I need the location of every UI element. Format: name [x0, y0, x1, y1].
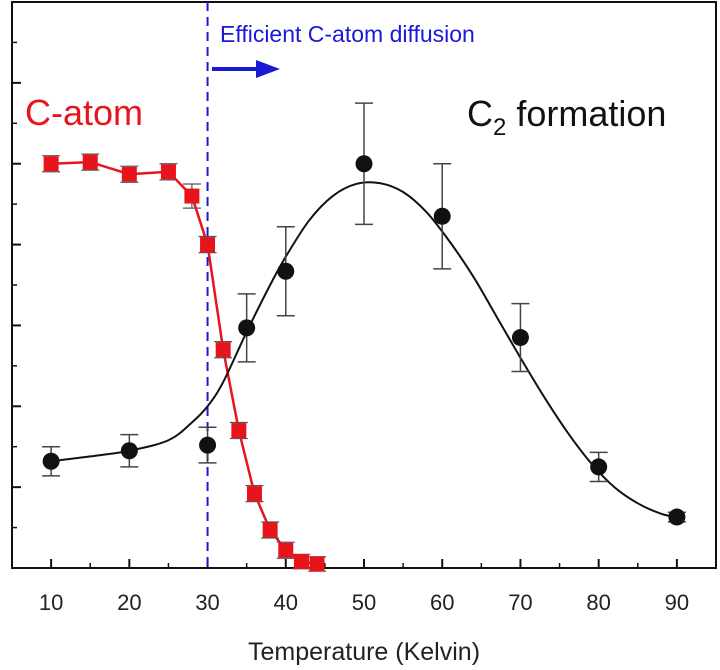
c-atom-data-point: [262, 522, 278, 538]
efficient-diffusion-arrow: [212, 60, 280, 78]
efficient-diffusion-label: Efficient C-atom diffusion: [220, 21, 475, 47]
c2-data-point: [433, 207, 451, 225]
c2-data-point: [277, 262, 295, 280]
c-atom-data-point: [278, 542, 294, 558]
c2-data-point: [355, 155, 373, 173]
x-axis-title: Temperature (Kelvin): [248, 638, 480, 666]
c2-formation-label: C2 formation: [467, 93, 666, 141]
c-atom-data-point: [231, 423, 247, 439]
c2-label-c: C: [467, 93, 493, 134]
c2-label-formation: formation: [506, 93, 666, 134]
axis-ticks: [12, 1, 678, 568]
x-tick-label: 20: [117, 590, 141, 615]
c-atom-data-point: [293, 554, 309, 570]
c2-data-point: [120, 442, 138, 460]
c2-label-subscript: 2: [493, 114, 506, 141]
c-atom-data-point: [200, 237, 216, 253]
c-atom-data-point: [82, 154, 98, 170]
c2-data-point: [668, 508, 686, 526]
x-tick-label: 90: [665, 590, 689, 615]
x-tick-labels: 10 20 30 40 50 60 70 80 90: [39, 590, 689, 615]
c-atom-label: C-atom: [25, 92, 143, 133]
c2-fit-curve: [50, 181, 678, 519]
c2-data-point: [42, 452, 60, 470]
c-atom-data-point: [43, 156, 59, 172]
c-atom-data-point: [246, 486, 262, 502]
c2-data-point: [511, 329, 529, 347]
c2-data-point: [590, 458, 608, 476]
c-atom-data-point: [184, 188, 200, 204]
c2-data-point: [199, 436, 217, 454]
x-tick-label: 10: [39, 590, 63, 615]
c-atom-series: [42, 153, 327, 572]
c2-data-point: [238, 319, 256, 337]
x-tick-label: 30: [195, 590, 219, 615]
x-tick-label: 60: [430, 590, 454, 615]
c-atom-data-point: [309, 556, 325, 572]
x-tick-label: 70: [508, 590, 532, 615]
c-atom-line: [51, 160, 318, 566]
x-tick-label: 40: [274, 590, 298, 615]
c2-formation-series: [42, 102, 686, 526]
c-atom-data-point: [160, 164, 176, 180]
c-atom-data-point: [121, 166, 137, 182]
x-tick-label: 50: [352, 590, 376, 615]
x-tick-label: 80: [586, 590, 610, 615]
c-atom-data-point: [215, 342, 231, 358]
